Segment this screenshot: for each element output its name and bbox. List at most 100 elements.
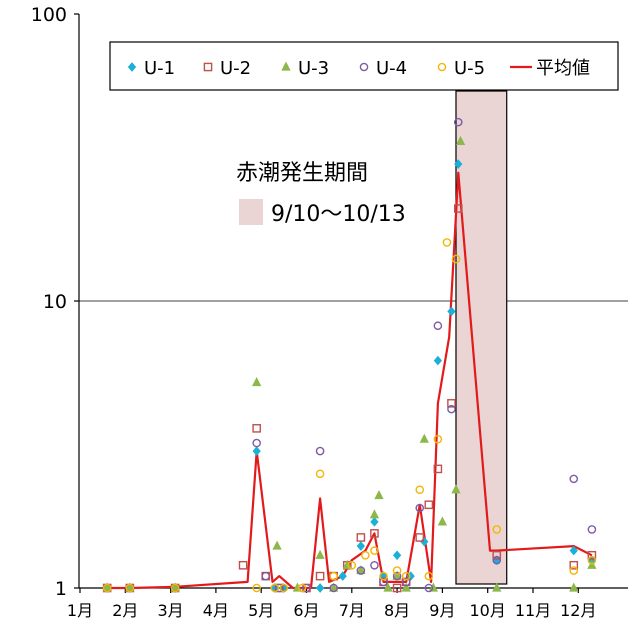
point-u-2 <box>433 464 443 474</box>
point-u-2 <box>356 533 366 542</box>
point-u-5 <box>297 583 307 593</box>
series-u-4 <box>102 117 597 593</box>
legend-marker-u-4 <box>359 62 369 72</box>
point-u-2 <box>453 204 463 213</box>
point-u-3 <box>374 490 384 500</box>
red-tide-annotation: 赤潮発生期間 9/10～10/13 <box>236 161 406 227</box>
point-u-5 <box>587 555 597 565</box>
point-u-5 <box>102 583 112 593</box>
x-tick-label: 10月 <box>470 601 506 620</box>
point-u-5 <box>270 583 280 593</box>
point-u-1 <box>420 536 429 547</box>
point-u-3 <box>272 540 282 550</box>
point-u-3 <box>401 582 411 592</box>
point-u-5 <box>315 469 325 479</box>
point-u-2 <box>424 500 434 510</box>
legend-label: 平均値 <box>536 58 590 79</box>
x-tick-label: 3月 <box>158 601 184 620</box>
series-u-3 <box>102 135 597 592</box>
point-u-5 <box>392 566 402 575</box>
point-u-4 <box>370 560 379 570</box>
point-u-1 <box>454 159 463 169</box>
point-u-1 <box>338 571 347 581</box>
point-u-2 <box>492 550 502 560</box>
red-tide-period-rect <box>455 90 508 585</box>
point-u-1 <box>569 545 578 556</box>
point-u-3 <box>383 582 393 592</box>
x-tick-label: 5月 <box>248 601 274 620</box>
point-u-3 <box>252 377 262 387</box>
point-u-4 <box>453 117 463 127</box>
series-u-5 <box>102 238 597 593</box>
point-u-4 <box>379 577 388 587</box>
legend-label: U-1 <box>144 58 175 79</box>
legend-marker-u-5 <box>437 62 447 72</box>
point-u-4 <box>356 566 366 575</box>
point-u-4 <box>252 438 261 448</box>
point-u-2 <box>252 424 261 433</box>
x-tick-label: 8月 <box>384 601 410 620</box>
point-u-5 <box>451 254 461 264</box>
point-u-3 <box>492 582 502 592</box>
point-u-4 <box>433 321 443 331</box>
point-u-2 <box>315 571 325 581</box>
point-u-4 <box>415 503 425 513</box>
point-u-5 <box>433 434 443 444</box>
point-u-5 <box>347 560 357 570</box>
point-u-5 <box>401 571 411 581</box>
point-u-1 <box>252 446 261 456</box>
point-u-4 <box>401 577 411 587</box>
point-u-2 <box>392 583 402 593</box>
annotation-range-label: 9/10～10/13 <box>271 202 406 227</box>
annotation-swatch <box>239 199 263 225</box>
point-u-3 <box>451 484 461 494</box>
point-u-2 <box>569 560 579 570</box>
point-u-5 <box>370 546 379 555</box>
point-u-3 <box>342 559 352 569</box>
x-tick-label: 1月 <box>67 601 93 620</box>
legend: U-1 U-2 U-3 U-4 U-5 平均値 <box>109 41 619 91</box>
point-u-4 <box>302 583 311 593</box>
point-u-3 <box>369 509 380 519</box>
point-u-2 <box>447 399 456 408</box>
marks-layer <box>102 117 597 593</box>
series-u-2 <box>102 204 597 593</box>
point-u-5 <box>415 485 425 495</box>
point-u-3 <box>315 549 325 559</box>
point-u-1 <box>370 517 379 527</box>
point-u-5 <box>329 571 338 581</box>
point-u-3 <box>437 516 448 526</box>
point-u-5 <box>379 571 388 581</box>
x-tick-label: 7月 <box>339 601 365 620</box>
point-u-5 <box>125 583 135 593</box>
point-u-1 <box>315 583 325 593</box>
legend-label: U-2 <box>220 58 251 79</box>
annotation-title: 赤潮発生期間 <box>236 161 368 186</box>
point-u-2 <box>238 560 248 570</box>
point-u-5 <box>252 583 261 593</box>
legend-marker-u-3 <box>281 61 291 71</box>
point-u-2 <box>587 550 597 560</box>
x-tick-label: 9月 <box>429 601 455 620</box>
legend-marker-u-2 <box>203 62 213 72</box>
point-u-3 <box>419 433 429 443</box>
point-u-4 <box>329 583 338 593</box>
point-u-4 <box>261 571 271 581</box>
point-u-5 <box>361 550 370 560</box>
point-u-4 <box>492 555 502 565</box>
point-u-5 <box>279 583 289 593</box>
legend-label: U-5 <box>454 58 485 79</box>
y-tick-label: 10 <box>43 291 67 313</box>
x-tick-label: 6月 <box>293 601 319 620</box>
x-tick-label: 2月 <box>112 601 138 620</box>
legend-label: U-3 <box>298 58 329 79</box>
series-line-average <box>107 171 593 590</box>
legend-marker-u-1 <box>127 62 137 72</box>
point-u-2 <box>415 533 425 542</box>
point-u-3 <box>292 582 303 592</box>
red-tide-period-layer <box>455 90 508 585</box>
point-u-5 <box>442 238 452 247</box>
point-u-3 <box>455 135 466 145</box>
legend-box <box>109 41 619 91</box>
point-u-4 <box>392 571 402 581</box>
